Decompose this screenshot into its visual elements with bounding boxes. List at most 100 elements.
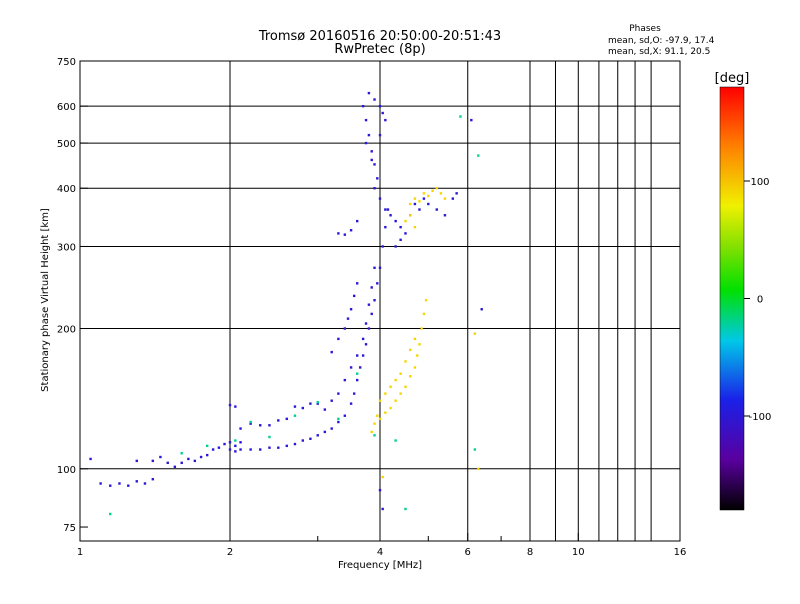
y-tick-label: 500 <box>57 139 76 150</box>
data-point-x <box>404 360 407 363</box>
data-point-o <box>239 427 242 430</box>
data-point-o <box>364 118 368 122</box>
data-point-o <box>373 163 376 166</box>
colorbar-tick-label: 0 <box>757 295 763 306</box>
data-point-x <box>422 312 426 316</box>
data-point-intermediate <box>180 452 183 455</box>
data-point-o <box>367 133 371 137</box>
data-point-o <box>381 507 384 511</box>
data-point-o <box>394 245 397 248</box>
chart-subtitle: RwPretec (8p) <box>334 42 425 57</box>
data-point-o <box>480 308 483 311</box>
chart-title: Tromsø 20160516 20:50:00-20:51:43 <box>258 29 501 44</box>
data-point-o <box>367 303 371 306</box>
data-point-o <box>89 457 92 461</box>
x-axis-ticks: 1 2 4 6 8 10 16 <box>77 533 686 558</box>
data-point-x <box>409 348 412 352</box>
data-point-o <box>378 488 382 492</box>
data-point-x <box>435 187 438 190</box>
data-point-intermediate <box>249 420 252 424</box>
data-point-o <box>193 459 197 463</box>
data-point-o <box>217 446 221 449</box>
data-point-o <box>187 457 190 461</box>
data-point-o <box>355 378 359 382</box>
data-point-x <box>394 378 397 382</box>
colorbar <box>719 86 745 511</box>
data-point-o <box>301 406 305 410</box>
data-point-o <box>349 229 353 232</box>
colorbar-ticks: 100 0 -100 <box>744 177 771 423</box>
data-point-o <box>373 266 376 269</box>
data-point-o <box>364 343 368 346</box>
stats-heading: Phases <box>629 24 661 34</box>
data-point-o <box>355 219 359 223</box>
data-point-x <box>413 225 417 229</box>
y-tick-label: 400 <box>57 184 76 195</box>
data-point-o <box>376 177 379 180</box>
x-tick-label: 10 <box>572 547 585 558</box>
data-point-o <box>159 455 162 459</box>
data-point-o <box>443 214 447 217</box>
data-point-o <box>349 366 353 369</box>
data-point-o <box>378 104 382 108</box>
data-point-o <box>316 402 319 405</box>
data-point-intermediate <box>373 434 376 437</box>
data-point-o <box>404 232 407 235</box>
y-tick-label: 300 <box>57 242 76 253</box>
data-point-o <box>364 141 368 145</box>
data-point-o <box>234 450 237 453</box>
data-point-o <box>127 484 130 487</box>
data-point-x <box>376 414 379 417</box>
x-tick-label: 6 <box>465 547 471 558</box>
y-tick-label: 600 <box>57 102 76 113</box>
data-point-intermediate <box>316 400 319 404</box>
data-point-o <box>427 202 430 206</box>
data-point-o <box>330 427 333 430</box>
data-point-o <box>118 482 121 485</box>
data-point-o <box>358 366 362 369</box>
data-point-x <box>373 422 376 425</box>
data-point-o <box>337 420 340 424</box>
y-axis-ticks: 75 100 200 300 400 500 600 750 <box>57 57 88 534</box>
data-point-o <box>143 482 147 485</box>
data-point-o <box>343 414 347 417</box>
data-point-x <box>378 417 382 421</box>
data-point-o <box>373 187 376 190</box>
data-point-o <box>352 294 356 298</box>
data-point-x <box>384 392 387 395</box>
data-point-x <box>413 197 417 200</box>
x-tick-label: 1 <box>77 547 83 558</box>
data-point-o <box>418 208 421 211</box>
data-point-o <box>381 111 384 115</box>
data-point-o <box>109 484 112 487</box>
data-point-o <box>239 448 242 451</box>
data-point-o <box>376 282 379 285</box>
x-axis-label: Frequency [MHz] <box>338 560 422 571</box>
data-point-o <box>373 98 376 101</box>
data-point-o <box>199 455 203 459</box>
data-point-o <box>367 327 371 330</box>
data-point-o <box>234 405 237 408</box>
x-tick-label: 2 <box>227 547 233 558</box>
y-tick-label: 100 <box>57 465 76 476</box>
data-point-o <box>349 308 353 311</box>
data-point-o <box>323 430 327 434</box>
data-point-o <box>330 350 333 354</box>
data-point-o <box>370 286 373 289</box>
data-point-o <box>349 402 353 405</box>
data-point-o <box>361 354 365 357</box>
data-point-o <box>135 459 138 463</box>
data-point-o <box>343 327 347 330</box>
data-point-o <box>370 150 373 153</box>
data-point-x <box>409 375 412 378</box>
data-point-o <box>323 408 327 411</box>
data-point-o <box>378 133 382 137</box>
data-point-intermediate <box>205 444 209 448</box>
data-point-intermediate <box>234 439 237 442</box>
data-point-o <box>99 482 102 485</box>
data-point-x <box>409 202 412 206</box>
data-point-o <box>386 208 390 211</box>
data-point-o <box>455 192 458 195</box>
stats-x-mode: mean, sd,X: 91.1, 20.5 <box>608 47 710 57</box>
